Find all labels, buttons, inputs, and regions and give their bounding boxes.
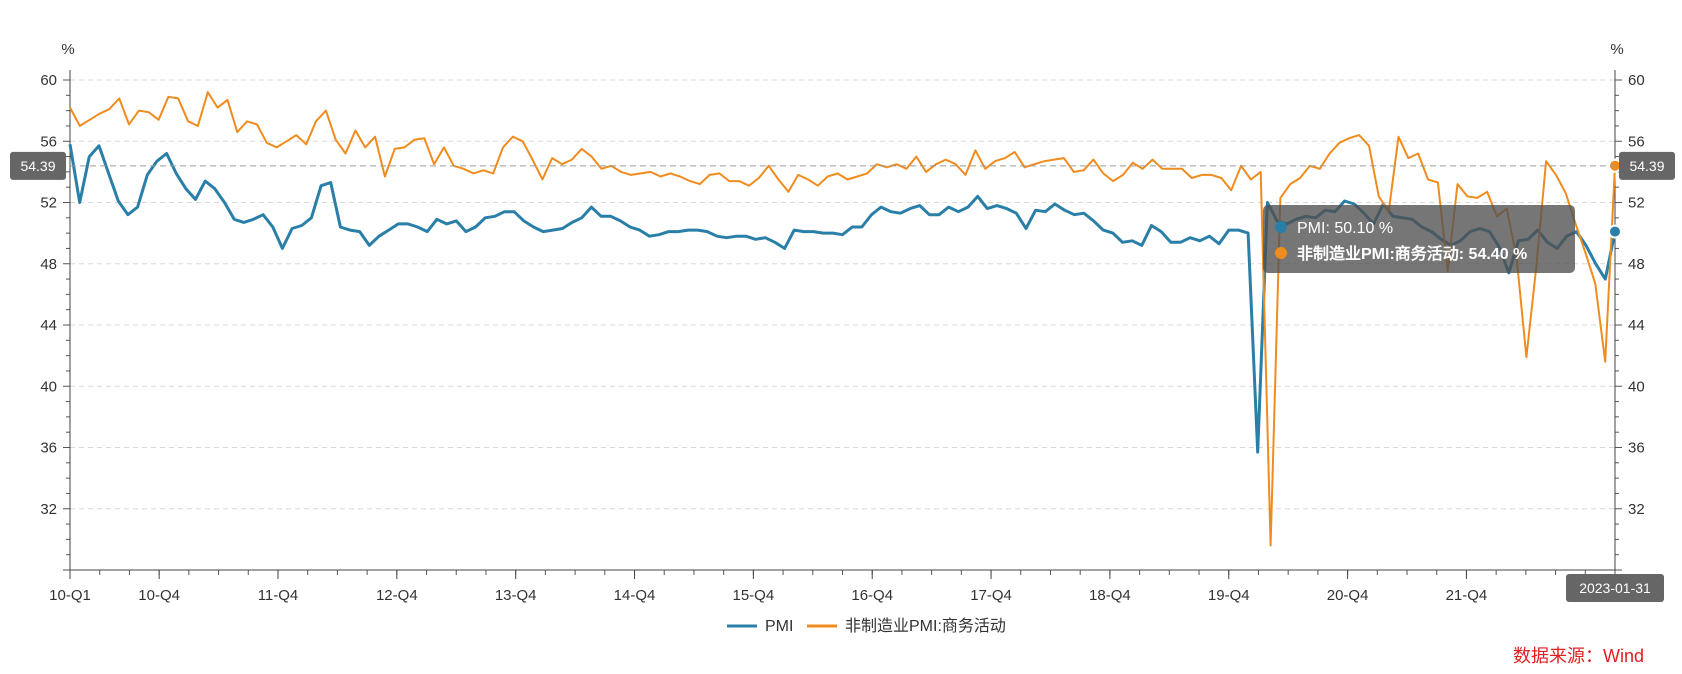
x-tick-label: 17-Q4: [970, 587, 1012, 604]
y-tick-label-right: 40: [1628, 378, 1645, 395]
y-pointer-value-right: 54.39: [1629, 158, 1664, 174]
y-tick-label-right: 52: [1628, 195, 1645, 212]
series-line-nonmfg: [69, 91, 1616, 547]
x-tick-label: 15-Q4: [733, 587, 775, 604]
pointer-layer: 54.39 54.39 2023-01-31: [10, 151, 1675, 602]
x-tick-label: 11-Q4: [258, 587, 299, 604]
y-tick-label-left: 44: [40, 317, 57, 334]
y-axis-unit-right: %: [1610, 41, 1623, 58]
x-tick-label: 19-Q4: [1208, 587, 1250, 604]
legend-item-pmi[interactable]: PMI: [727, 618, 793, 635]
y-axis-unit-left: %: [61, 41, 74, 58]
x-tick-label: 16-Q4: [851, 587, 893, 604]
tooltip-box: [1263, 205, 1575, 273]
y-tick-label-left: 52: [40, 195, 57, 212]
x-tick-label: 14-Q4: [614, 587, 656, 604]
x-pointer-value: 2023-01-31: [1579, 580, 1651, 596]
y-tick-label-left: 36: [40, 440, 57, 457]
y-tick-label-right: 60: [1628, 72, 1645, 89]
legend[interactable]: PMI 非制造业PMI:商务活动: [727, 617, 1006, 635]
y-pointer-badge-right: [1619, 151, 1675, 180]
y-tick-label-right: 56: [1628, 133, 1645, 150]
tooltip-line: 非制造业PMI:商务活动: 54.40 %: [1297, 244, 1527, 263]
y-tick-label-right: 48: [1628, 256, 1645, 273]
y-tick-label-left: 56: [40, 133, 57, 150]
x-tick-label: 18-Q4: [1089, 587, 1131, 604]
y-tick-label-right: 36: [1628, 440, 1645, 457]
x-tick-label: 13-Q4: [495, 587, 537, 604]
y-tick-label-left: 48: [40, 256, 57, 273]
x-tick-label: 20-Q4: [1327, 587, 1369, 604]
source-label: 数据来源：Wind: [1513, 646, 1644, 666]
y-tick-label-left: 32: [40, 501, 57, 518]
legend-label: 非制造业PMI:商务活动: [845, 617, 1006, 635]
tooltip-marker: [1275, 247, 1287, 259]
y-tick-label-right: 32: [1628, 501, 1645, 518]
legend-item-nonmfg[interactable]: 非制造业PMI:商务活动: [807, 617, 1006, 635]
x-tick-label: 21-Q4: [1446, 587, 1488, 604]
axes: 32 32 36 36 40 40 44 44 48 48 52 52 56 56 60 60% % 10-Q1 1…: [40, 41, 1644, 604]
y-pointer-badge-left: [10, 151, 66, 180]
y-pointer-value-left: 54.39: [20, 158, 55, 174]
y-tick-label-left: 60: [40, 72, 57, 89]
x-tick-label: 10-Q1: [49, 587, 91, 604]
y-tick-label-right: 44: [1628, 317, 1645, 334]
tooltip: PMI: 50.10 % 非制造业PMI:商务活动: 54.40 %: [1263, 205, 1575, 273]
grid-lines: [70, 79, 1615, 510]
x-pointer-badge: [1566, 574, 1664, 602]
x-tick-label: 10-Q4: [138, 587, 180, 604]
x-tick-label: 12-Q4: [376, 587, 418, 604]
series-end-marker: [1608, 224, 1622, 239]
series-layer: [68, 91, 1617, 547]
tooltip-marker: [1275, 221, 1287, 233]
legend-label: PMI: [765, 618, 793, 635]
series-line-pmi: [68, 144, 1617, 454]
tooltip-line: PMI: 50.10 %: [1297, 220, 1393, 237]
y-tick-label-left: 40: [40, 378, 57, 395]
